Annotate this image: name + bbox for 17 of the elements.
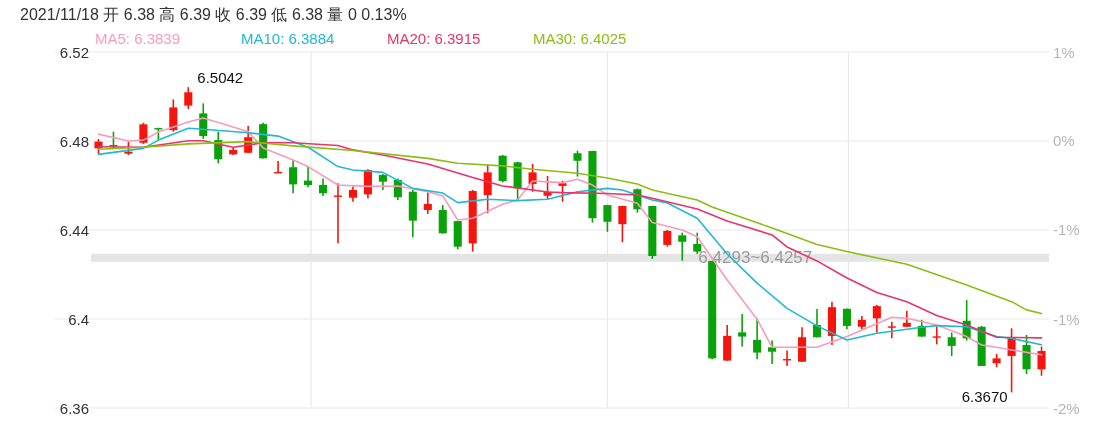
annotation: 6.5042 — [197, 69, 244, 87]
y2-tick-label: -1% — [1053, 310, 1080, 328]
y2-tick-label: -2% — [1053, 399, 1080, 417]
text: MA30: 6.4025 — [533, 30, 627, 47]
text: 2021/11/18 开 6.38 高 6.39 收 6.39 低 6.38 量 0 0.13% — [20, 6, 407, 23]
text: MA10: 6.3884 — [241, 30, 335, 47]
text: MA5: 6.3839 — [95, 30, 181, 47]
y-tick-label: 6.52 — [59, 43, 89, 61]
annotation: 6.3670 — [961, 388, 1008, 406]
y2-tick-label: -1% — [1053, 221, 1080, 239]
y2-tick-label: 1% — [1053, 43, 1075, 61]
y-tick-label: 6.36 — [59, 399, 89, 417]
y2-tick-label: 0% — [1053, 132, 1075, 150]
text: MA20: 6.3915 — [387, 30, 481, 47]
y-tick-label: 6.48 — [59, 132, 89, 150]
y-tick-label: 6.44 — [59, 221, 89, 239]
y-tick-label: 6.4 — [68, 310, 89, 328]
